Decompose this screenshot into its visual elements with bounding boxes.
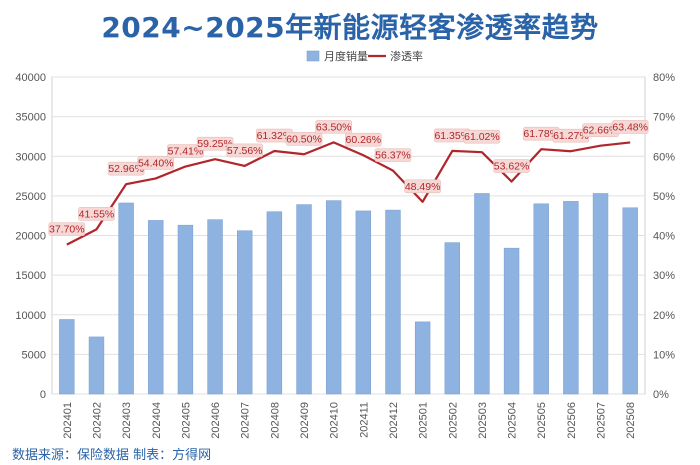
bar-202507 bbox=[592, 193, 609, 395]
bar-202502 bbox=[444, 242, 460, 395]
y-left-tick-label: 0 bbox=[40, 389, 46, 401]
y-left-tick-label: 40000 bbox=[15, 72, 46, 84]
data-label-202407: 57.56% bbox=[227, 145, 263, 157]
bar-202508 bbox=[622, 207, 638, 395]
data-label-202401: 37.70% bbox=[49, 224, 85, 236]
bar-202401 bbox=[59, 319, 75, 395]
y-right-tick-label: 50% bbox=[653, 191, 675, 203]
y-left-tick-label: 10000 bbox=[15, 310, 46, 322]
bar-202411 bbox=[355, 210, 372, 395]
data-label-202506: 61.27% bbox=[553, 130, 589, 142]
x-tick-label: 202505 bbox=[536, 402, 548, 439]
data-label-bg bbox=[611, 120, 649, 134]
x-tick-label: 202412 bbox=[388, 402, 400, 439]
data-label-bg bbox=[345, 132, 382, 147]
x-tick-label: 202503 bbox=[477, 402, 489, 439]
data-label-bg bbox=[78, 207, 115, 221]
bar-202410 bbox=[325, 200, 342, 395]
data-source-note: 数据来源：保险数据 制表：方得网 bbox=[12, 448, 212, 463]
data-label-202505: 61.78% bbox=[523, 128, 559, 140]
data-label-202402: 41.55% bbox=[79, 208, 115, 220]
penetration-rate-line bbox=[66, 141, 631, 246]
data-label-202409: 60.50% bbox=[286, 133, 322, 145]
y-right-tick-label: 0% bbox=[653, 389, 669, 401]
bar-202503 bbox=[474, 193, 490, 395]
x-tick-label: 202502 bbox=[447, 402, 459, 439]
y-left-tick-label: 30000 bbox=[15, 151, 46, 163]
x-tick-label: 202408 bbox=[269, 402, 281, 439]
data-label-bg bbox=[137, 156, 175, 170]
bar-202505 bbox=[533, 203, 549, 395]
legend-label-line: 渗透率 bbox=[390, 49, 423, 63]
bar-202412 bbox=[385, 209, 401, 395]
y-right-tick-label: 20% bbox=[653, 310, 675, 322]
bar-202407 bbox=[237, 230, 253, 395]
bar-202506 bbox=[563, 201, 579, 395]
y-right-tick-label: 60% bbox=[653, 151, 675, 163]
bar-202402 bbox=[88, 336, 105, 395]
y-left-tick-label: 35000 bbox=[15, 112, 46, 124]
y-right-tick-label: 70% bbox=[653, 112, 675, 124]
data-label-202403: 52.96% bbox=[108, 163, 144, 175]
data-label-202404: 54.40% bbox=[138, 157, 174, 169]
bar-202404 bbox=[148, 220, 164, 395]
bar-202501 bbox=[414, 321, 431, 395]
data-label-bg bbox=[167, 144, 204, 158]
data-label-202502: 61.35% bbox=[434, 130, 470, 142]
x-tick-label: 202406 bbox=[210, 402, 222, 439]
data-label-202508: 63.48% bbox=[612, 121, 648, 133]
data-label-202501: 48.49% bbox=[405, 181, 441, 193]
x-tick-label: 202401 bbox=[62, 402, 74, 439]
data-label-bg bbox=[315, 120, 352, 134]
y-right-tick-label: 10% bbox=[653, 349, 675, 361]
data-label-202411: 60.26% bbox=[346, 134, 382, 146]
x-tick-label: 202409 bbox=[299, 402, 311, 439]
x-tick-label: 202508 bbox=[625, 402, 637, 439]
x-tick-label: 202506 bbox=[566, 402, 578, 439]
x-tick-label: 202410 bbox=[329, 402, 341, 439]
legend-label-bar: 月度销量 bbox=[324, 49, 368, 63]
data-label-bg bbox=[285, 131, 323, 146]
data-label-202504: 53.62% bbox=[494, 161, 530, 173]
y-right-tick-label: 80% bbox=[653, 72, 675, 84]
data-label-202405: 57.41% bbox=[168, 146, 204, 158]
bar-202405 bbox=[177, 224, 194, 395]
bar-202403 bbox=[118, 202, 134, 395]
x-tick-label: 202407 bbox=[240, 402, 252, 439]
x-tick-label: 202501 bbox=[418, 402, 430, 439]
data-label-202410: 63.50% bbox=[316, 121, 352, 133]
y-right-tick-label: 40% bbox=[653, 231, 675, 243]
x-tick-label: 202403 bbox=[121, 402, 133, 439]
data-label-202507: 62.66% bbox=[583, 125, 619, 137]
legend-swatch-bar bbox=[306, 50, 320, 62]
y-left-tick-label: 5000 bbox=[22, 349, 46, 361]
x-tick-label: 202402 bbox=[91, 402, 103, 439]
data-label-202412: 56.37% bbox=[375, 150, 411, 162]
data-label-bg bbox=[463, 129, 501, 144]
data-label-bg bbox=[374, 148, 412, 162]
data-label-bg bbox=[48, 222, 86, 236]
data-label-bg bbox=[404, 179, 441, 194]
x-tick-label: 202405 bbox=[180, 402, 192, 439]
y-left-tick-label: 15000 bbox=[15, 270, 46, 282]
bar-202406 bbox=[207, 219, 223, 395]
y-left-tick-label: 20000 bbox=[15, 231, 46, 243]
bar-202504 bbox=[503, 247, 520, 395]
data-label-202503: 61.02% bbox=[464, 131, 500, 143]
bar-202408 bbox=[266, 211, 283, 395]
x-tick-label: 202507 bbox=[596, 402, 608, 439]
x-tick-label: 202411 bbox=[358, 402, 370, 438]
y-left-tick-label: 25000 bbox=[15, 191, 46, 203]
x-tick-label: 202404 bbox=[151, 402, 163, 439]
data-label-bg bbox=[493, 159, 530, 173]
data-label-202408: 61.32% bbox=[257, 130, 293, 142]
data-label-202406: 59.25% bbox=[197, 138, 233, 150]
y-right-tick-label: 30% bbox=[653, 270, 675, 282]
x-tick-label: 202504 bbox=[507, 402, 519, 439]
bar-202409 bbox=[296, 204, 312, 395]
chart-title: 2024~2025年新能源轻客渗透率趋势 bbox=[101, 11, 599, 44]
data-label-bg bbox=[226, 143, 264, 158]
